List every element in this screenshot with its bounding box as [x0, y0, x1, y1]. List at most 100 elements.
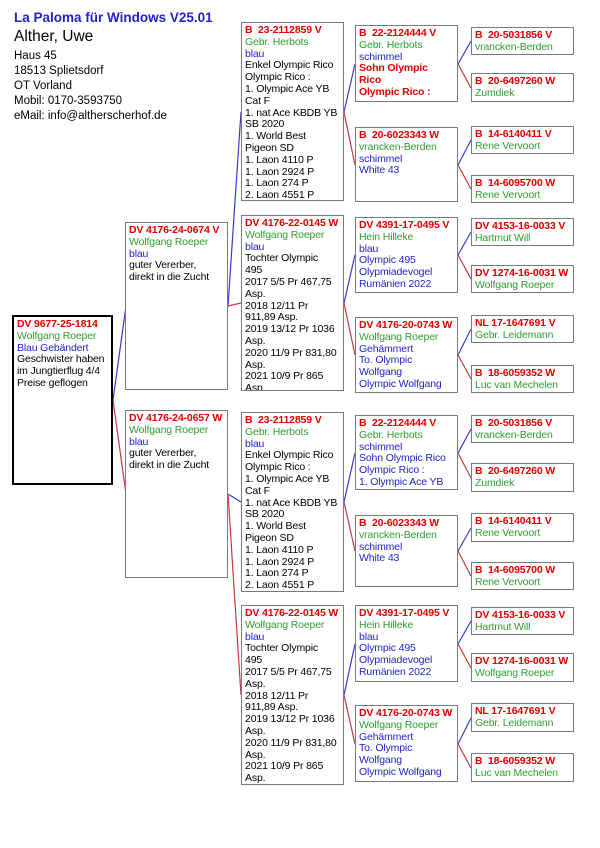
- address-line-email: eMail: info@altherscherhof.de: [14, 110, 167, 122]
- ring-number: DV 4153-16-0033 V: [475, 220, 566, 232]
- box-line: 2. Laon 4551 P: [245, 579, 315, 592]
- ring-number: DV 4176-20-0743 W: [359, 319, 453, 331]
- sire-connector-line: [457, 231, 472, 256]
- pedigree-box-g4-3: DV 4391-17-0495 V Hein Hilleke blau Olympic…: [355, 217, 458, 293]
- box-line: Gebr. Herbots: [245, 35, 309, 48]
- ring-number: B 14-6095700 W: [475, 564, 556, 576]
- box-line: Tochter Olympic: [245, 642, 319, 655]
- ring-number: B 14-6140411 V: [475, 128, 552, 140]
- box-line: 1. Olympic Ace YB: [245, 472, 330, 485]
- sire-connector-line: [457, 40, 472, 65]
- box-line: Olympic 495: [359, 642, 416, 655]
- box-line: Gehämmert: [359, 342, 414, 355]
- box-line: Olympic Wolfgang: [359, 377, 442, 390]
- box-line: 1. nat Ace KBDB YB: [245, 496, 338, 509]
- box-line: direkt in die Zucht: [129, 271, 210, 284]
- sire-connector-line: [343, 452, 356, 503]
- ring-number: NL 17-1647691 V: [475, 317, 556, 329]
- box-line: vrancken-Berden: [359, 528, 437, 541]
- box-line: blau: [359, 242, 379, 255]
- box-line: Rene Vervoort: [475, 188, 541, 201]
- dam-connector-line: [457, 63, 472, 89]
- ring-number: B 14-6095700 W: [475, 177, 556, 189]
- box-line: blau: [245, 47, 265, 60]
- box-line: Pigeon SD: [245, 531, 294, 544]
- box-line: 1. Laon 4110 P: [245, 543, 314, 556]
- box-line: 2021 10/9 Pr 865: [245, 760, 324, 773]
- box-line: 495: [245, 654, 263, 667]
- box-line: Sohn Olympic: [359, 62, 428, 75]
- pedigree-box-g2-sire: DV 4176-24-0674 V Wolfgang Roeper blau gute…: [125, 222, 228, 390]
- box-line: schimmel: [359, 440, 403, 453]
- pedigree-box-g5-2: B 20-6497260 W Zumdiek: [471, 73, 574, 102]
- ring-number: DV 1274-16-0031 W: [475, 267, 569, 279]
- pedigree-box-g4-8: DV 4176-20-0743 W Wolfgang Roeper Gehämmer…: [355, 705, 458, 782]
- box-line: Wolfgang Roeper: [245, 228, 325, 241]
- sire-connector-line: [457, 139, 472, 166]
- pedigree-box-g5-13: DV 4153-16-0033 V Hartmut Will: [471, 607, 574, 635]
- box-line: Olympic 495: [359, 254, 416, 267]
- box-line: 2. Laon 4551 P: [245, 189, 315, 201]
- box-line: blau: [129, 435, 149, 448]
- box-line: Gehämmert: [359, 730, 414, 743]
- box-line: 911,89 Asp.: [245, 311, 299, 324]
- box-line: Hein Hilleke: [359, 618, 414, 631]
- sire-connector-line: [343, 63, 356, 113]
- box-line: Cat F: [245, 94, 270, 107]
- sire-connector-line: [343, 643, 356, 696]
- dam-connector-line: [457, 643, 472, 669]
- box-line: Hartmut Will: [475, 620, 531, 633]
- box-line: 1. Laon 274 P: [245, 177, 309, 190]
- box-line: Rene Vervoort: [475, 139, 541, 152]
- box-line: 2018 12/11 Pr: [245, 299, 309, 312]
- ring-number: B 20-5031856 V: [475, 29, 553, 41]
- pedigree-box-g4-5: B 22-2124444 V Gebr. Herbots schimmel Sohn …: [355, 415, 458, 490]
- dam-connector-line: [343, 694, 356, 745]
- pedigree-box-g5-8: B 18-6059352 W Luc van Mechelen: [471, 365, 574, 393]
- address-line-street: Haus 45: [14, 50, 57, 62]
- ring-number: DV 4176-20-0743 W: [359, 707, 453, 719]
- ring-number: DV 4176-22-0145 W: [245, 607, 339, 619]
- sire-connector-line: [457, 717, 472, 745]
- pedigree-box-g5-15: NL 17-1647691 V Gebr. Leidemann: [471, 703, 574, 732]
- pedigree-box-g3-2: DV 4176-22-0145 W Wolfgang Roeper blau Toch…: [241, 215, 344, 391]
- address-line-mobile: Mobil: 0170-3593750: [14, 95, 123, 107]
- box-line: Asp.: [245, 724, 266, 737]
- pedigree-box-g5-5: DV 4153-16-0033 V Hartmut Will: [471, 218, 574, 246]
- pedigree-box-g5-12: B 14-6095700 W Rene Vervoort: [471, 562, 574, 590]
- box-line: 1. World Best: [245, 520, 306, 533]
- app-title: La Paloma für Windows V25.01: [14, 10, 213, 25]
- sire-connector-line: [227, 111, 242, 307]
- box-line: 495: [245, 264, 263, 277]
- ring-number: B 20-6497260 W: [475, 465, 556, 477]
- box-line: SB 2020: [245, 118, 285, 131]
- box-line: 1. Laon 2924 P: [245, 165, 315, 178]
- box-line: Asp.: [245, 772, 266, 785]
- box-line: Wolfgang Roeper: [17, 329, 97, 342]
- box-line: 1. Olympic Ace YB: [245, 82, 330, 95]
- box-line: Luc van Mechelen: [475, 378, 558, 391]
- box-line: SB 2020: [245, 508, 285, 521]
- pedigree-box-g5-11: B 14-6140411 V Rene Vervoort: [471, 513, 574, 542]
- ring-number: DV 4176-22-0145 W: [245, 217, 339, 229]
- box-line: Asp.: [245, 334, 266, 347]
- ring-number: DV 4391-17-0495 V: [359, 219, 450, 231]
- box-line: Olympic Rico :: [359, 85, 431, 98]
- box-line: Wolfgang Roeper: [475, 666, 555, 679]
- box-line: Sohn Olympic Rico: [359, 452, 446, 465]
- pedigree-box-g5-4: B 14-6095700 W Rene Vervoort: [471, 175, 574, 203]
- box-line: Pigeon SD: [245, 141, 294, 154]
- box-line: Rene Vervoort: [475, 526, 541, 539]
- box-line: Tochter Olympic: [245, 252, 319, 265]
- box-line: schimmel: [359, 540, 403, 553]
- box-line: 1. Olympic Ace YB: [359, 475, 444, 488]
- sire-connector-line: [457, 527, 472, 552]
- pedigree-box-g5-10: B 20-6497260 W Zumdiek: [471, 463, 574, 492]
- box-line: To. Olympic: [359, 742, 413, 755]
- box-line: 2019 13/12 Pr 1036: [245, 713, 335, 726]
- box-line: Olympic Rico :: [245, 461, 311, 474]
